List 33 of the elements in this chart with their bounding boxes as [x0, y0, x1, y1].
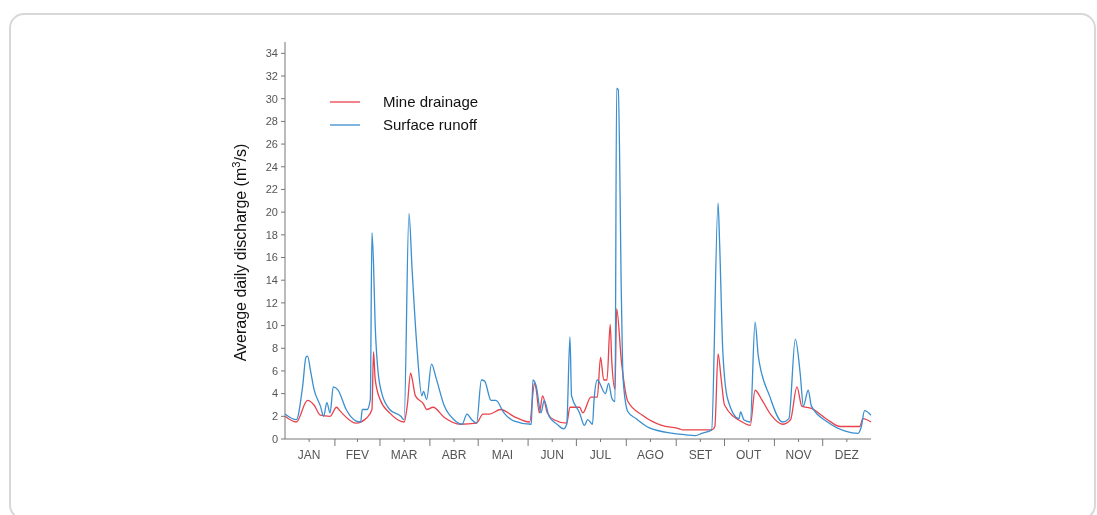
x-tick-label: NOV: [785, 448, 812, 462]
y-tick-label: 12: [265, 296, 278, 309]
y-tick-label: 28: [265, 115, 278, 128]
x-tick-label: OUT: [735, 448, 762, 462]
x-tick-label: JUN: [540, 448, 564, 462]
y-tick-label: 22: [265, 183, 278, 196]
legend-label: Mine drainage: [383, 93, 479, 111]
y-tick-label: 16: [265, 251, 278, 264]
x-tick-label: AGO: [637, 448, 664, 462]
x-tick-label: DEZ: [834, 448, 859, 462]
y-tick-label: 34: [265, 47, 278, 60]
y-tick-label: 26: [265, 137, 278, 150]
y-tick-label: 4: [271, 387, 278, 400]
x-tick-label: MAI: [491, 448, 514, 462]
x-tick-label: MAR: [390, 448, 418, 462]
line-series: [284, 307, 872, 431]
y-tick-label: 30: [265, 92, 278, 105]
y-tick-label: 0: [271, 432, 278, 445]
y-tick-label: 18: [265, 228, 278, 241]
y-tick-label: 20: [265, 205, 278, 218]
x-tick-label: ABR: [441, 448, 467, 462]
y-tick-label: 14: [265, 274, 278, 287]
y-tick-label: 32: [265, 69, 278, 82]
y-tick-label: 8: [271, 342, 278, 355]
y-tick-label: 2: [271, 410, 278, 423]
legend-label: Surface runoff: [383, 116, 478, 134]
x-tick-label: JUL: [589, 448, 612, 462]
y-tick-label: 24: [265, 160, 278, 173]
x-tick-label: JAN: [297, 448, 321, 462]
x-tick-label: SET: [688, 448, 713, 462]
x-tick-label: FEV: [345, 448, 370, 462]
y-tick-label: 10: [265, 319, 278, 332]
y-tick-label: 6: [271, 364, 278, 377]
